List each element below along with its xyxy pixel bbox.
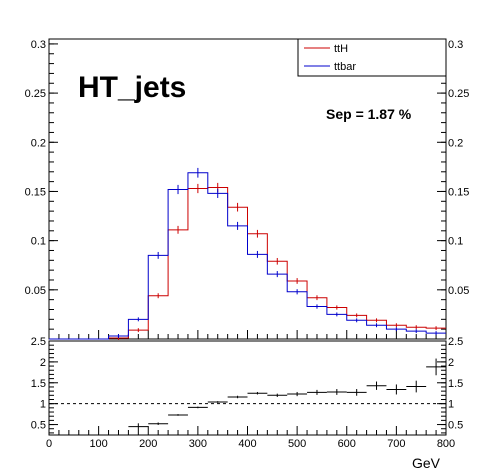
ratio-x-tick-label: 700 bbox=[387, 438, 405, 450]
main-y-tick-label-right: 0.1 bbox=[448, 236, 463, 248]
ratio-x-axis: 0 100 200 300 400 500 600 700 800 bbox=[46, 426, 455, 450]
separation-annotation: Sep = 1.87 % bbox=[326, 106, 412, 122]
ratio-x-tick-label: 600 bbox=[338, 438, 356, 450]
main-y-tick-label: 0.25 bbox=[25, 88, 46, 100]
legend-box bbox=[297, 38, 447, 77]
main-histograms bbox=[49, 167, 446, 340]
main-y-tick-label-right: 0.2 bbox=[448, 137, 463, 149]
ratio-x-tick-label: 400 bbox=[238, 438, 256, 450]
ratio-y-tick-label: 1 bbox=[40, 399, 46, 411]
x-axis-label: GeV bbox=[412, 455, 441, 471]
main-plot-frame bbox=[48, 38, 447, 340]
ratio-x-tick-label: 100 bbox=[89, 438, 107, 450]
legend: ttH ttbar bbox=[297, 38, 447, 77]
ratio-x-tick-label: 200 bbox=[139, 438, 157, 450]
ratio-y-tick-label-right: 2.5 bbox=[448, 336, 463, 348]
main-y-tick-label: 0.15 bbox=[25, 186, 46, 198]
legend-label-ttbar: ttbar bbox=[334, 61, 356, 73]
ratio-y-tick-label-right: 2 bbox=[448, 357, 454, 369]
main-y-tick-label-right: 0.15 bbox=[448, 186, 469, 198]
ratio-x-tick-label: 500 bbox=[288, 438, 306, 450]
plot-title: HT_jets bbox=[78, 71, 186, 104]
main-y-tick-label-right: 0.3 bbox=[448, 39, 463, 51]
main-y-tick-label: 0.3 bbox=[31, 39, 46, 51]
main-y-tick-label: 0.05 bbox=[25, 285, 46, 297]
ratio-y-tick-label-right: 1 bbox=[448, 399, 454, 411]
main-y-tick-label-right: 0.05 bbox=[448, 285, 469, 297]
ratio-points bbox=[128, 358, 446, 430]
ratio-x-tick-label: 0 bbox=[46, 438, 52, 450]
ratio-y-tick-label-right: 1.5 bbox=[448, 378, 463, 390]
main-y-axis: 0.05 0.05 0.1 0.1 0.15 0.15 0.2 0.2 0.25 0.25 0.3 0… bbox=[25, 39, 469, 330]
legend-label-tth: ttH bbox=[334, 43, 348, 55]
main-y-tick-label: 0.2 bbox=[31, 137, 46, 149]
ratio-plot-frame bbox=[48, 340, 447, 436]
ratio-y-tick-label: 0.5 bbox=[31, 420, 46, 432]
ratio-y-axis: 0.5 0.5 1 1 1.5 1.5 2 2 2.5 2.5 bbox=[31, 336, 463, 434]
ratio-y-tick-label-right: 0.5 bbox=[448, 420, 463, 432]
ratio-x-tick-label: 800 bbox=[437, 438, 455, 450]
ratio-y-tick-label: 2.5 bbox=[31, 336, 46, 348]
ratio-y-tick-label: 1.5 bbox=[31, 378, 46, 390]
ratio-x-tick-label: 300 bbox=[189, 438, 207, 450]
ratio-y-tick-label: 2 bbox=[40, 357, 46, 369]
main-y-tick-label: 0.1 bbox=[31, 236, 46, 248]
main-y-tick-label-right: 0.25 bbox=[448, 88, 469, 100]
main-x-axis bbox=[48, 330, 447, 339]
